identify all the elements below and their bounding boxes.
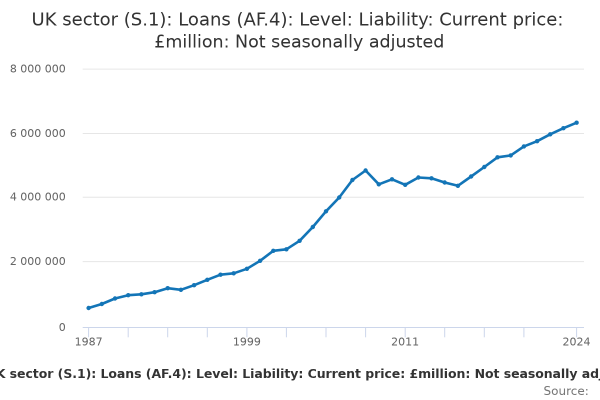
svg-text:2011: 2011 bbox=[391, 336, 419, 349]
svg-text:1987: 1987 bbox=[75, 336, 103, 349]
svg-text:8 000 000: 8 000 000 bbox=[10, 62, 66, 75]
svg-text:Source:: Source: bbox=[544, 384, 589, 398]
svg-text:2 000 000: 2 000 000 bbox=[10, 255, 66, 268]
svg-text:1999: 1999 bbox=[233, 336, 261, 349]
svg-text:2024: 2024 bbox=[563, 336, 591, 349]
svg-text:6 000 000: 6 000 000 bbox=[10, 127, 66, 140]
svg-text:£million: Not seasonally adjus: £million: Not seasonally adjusted bbox=[154, 33, 444, 53]
svg-text:UK sector (S.1): Loans (AF.4):: UK sector (S.1): Loans (AF.4): Level: Li… bbox=[0, 366, 600, 381]
svg-text:UK sector (S.1): Loans (AF.4):: UK sector (S.1): Loans (AF.4): Level: Li… bbox=[32, 10, 564, 31]
svg-text:0: 0 bbox=[59, 321, 66, 334]
svg-text:4 000 000: 4 000 000 bbox=[10, 191, 66, 204]
